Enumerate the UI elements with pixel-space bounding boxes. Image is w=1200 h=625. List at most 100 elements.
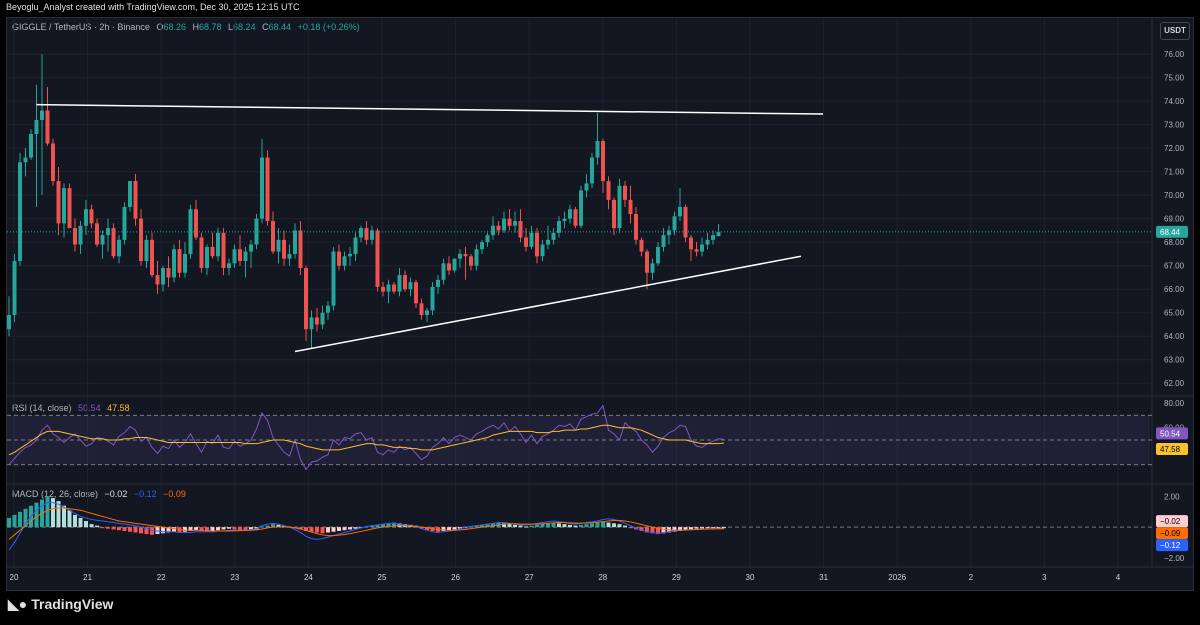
candle-body bbox=[293, 230, 297, 254]
candle-body bbox=[331, 251, 336, 306]
candle-body bbox=[161, 268, 165, 285]
macd-histogram-bar bbox=[238, 527, 242, 531]
trend-line bbox=[294, 255, 802, 353]
candle-body bbox=[150, 239, 154, 276]
macd-histogram-bar bbox=[23, 508, 28, 528]
close-value: 68.44 bbox=[268, 22, 292, 32]
x-tick-label: 26 bbox=[451, 573, 460, 582]
candle-body bbox=[496, 225, 501, 231]
macd-histogram-bar bbox=[271, 524, 275, 528]
macd-histogram-bar bbox=[502, 523, 506, 528]
candle-body bbox=[661, 235, 666, 247]
macd-histogram-bar bbox=[661, 527, 666, 534]
candle-body bbox=[408, 282, 413, 290]
candle-body bbox=[45, 110, 50, 144]
candle-body bbox=[216, 232, 220, 257]
currency-button[interactable]: USDT bbox=[1160, 22, 1190, 40]
rsi-y-tick-label: 80.00 bbox=[1164, 399, 1185, 408]
macd-histogram-bar bbox=[513, 524, 517, 528]
candle-body bbox=[584, 183, 589, 191]
candle-body bbox=[628, 199, 633, 214]
candle-body bbox=[315, 317, 319, 325]
macd-histogram-bar bbox=[568, 524, 572, 528]
chart-area[interactable] bbox=[6, 17, 1194, 591]
candle-body bbox=[370, 230, 374, 240]
candle-body bbox=[364, 228, 369, 240]
macd-histogram-bar bbox=[337, 527, 341, 531]
macd-histogram-bar bbox=[678, 527, 682, 531]
macd-histogram-bar bbox=[331, 527, 336, 532]
rsi-value-badge bbox=[1156, 427, 1188, 440]
candle-body bbox=[183, 253, 187, 273]
candle-body bbox=[535, 232, 539, 257]
macd-line bbox=[8, 502, 724, 551]
candle-body bbox=[540, 244, 545, 257]
rsi-ma-line bbox=[8, 424, 725, 456]
candle-body bbox=[287, 253, 292, 259]
macd-histogram-bar bbox=[370, 525, 374, 528]
symbol-legend: GIGGLE / TetherUS · 2h · Binance O68.26 … bbox=[12, 22, 360, 32]
low-value: 68.24 bbox=[233, 22, 256, 32]
candle-body bbox=[106, 228, 110, 236]
macd-line-label: −0.12 bbox=[1160, 541, 1181, 550]
y-tick-label: 69.00 bbox=[1164, 215, 1185, 224]
candle-body bbox=[617, 185, 622, 229]
rsi-legend: RSI (14, close) 50.54 47.58 bbox=[12, 403, 130, 413]
candle-body bbox=[172, 249, 176, 278]
candle-body bbox=[139, 218, 143, 261]
symbol-title[interactable]: GIGGLE / TetherUS · 2h · Binance bbox=[12, 22, 150, 32]
candle-body bbox=[205, 246, 209, 269]
candle-body bbox=[282, 239, 286, 259]
macd-histogram-bar bbox=[227, 527, 231, 529]
y-tick-label: 66.00 bbox=[1164, 285, 1185, 294]
candle-body bbox=[678, 206, 682, 217]
macd-histogram-bar bbox=[172, 527, 176, 532]
macd-histogram-bar bbox=[606, 522, 611, 528]
rsi-ma-label: 47.58 bbox=[1160, 445, 1181, 454]
macd-histogram-bar bbox=[590, 523, 594, 528]
x-tick-label: 2026 bbox=[888, 573, 906, 582]
macd-histogram-bar bbox=[650, 527, 655, 534]
macd-histogram-bar bbox=[716, 527, 721, 529]
macd-histogram-bar bbox=[518, 525, 523, 528]
candle-body bbox=[265, 157, 270, 222]
candle-body bbox=[397, 275, 402, 292]
macd-histogram-bar bbox=[111, 527, 116, 530]
x-tick-label: 4 bbox=[1116, 573, 1121, 582]
candle-body bbox=[546, 239, 550, 245]
macd-histogram-bar bbox=[474, 525, 479, 528]
candle-body bbox=[573, 209, 578, 226]
macd-histogram-bar bbox=[78, 517, 83, 528]
macd-histogram-bar bbox=[265, 525, 270, 528]
candle-body bbox=[425, 310, 429, 316]
macd-histogram-bar bbox=[601, 521, 605, 528]
macd-histogram-bar bbox=[485, 524, 490, 528]
y-tick-label: 63.00 bbox=[1164, 356, 1185, 365]
tradingview-logo[interactable]: ◣● TradingView bbox=[8, 596, 113, 613]
rsi-title[interactable]: RSI (14, close) bbox=[12, 403, 72, 413]
candle-body bbox=[447, 263, 451, 271]
candle-body bbox=[700, 244, 704, 252]
macd-line-value: −0.12 bbox=[133, 489, 157, 499]
x-tick-label: 25 bbox=[378, 573, 387, 582]
candle-body bbox=[430, 286, 435, 311]
macd-histogram-bar bbox=[326, 527, 330, 533]
macd-histogram-bar bbox=[419, 527, 424, 529]
macd-hist-value: −0.02 bbox=[104, 489, 128, 499]
macd-line-badge bbox=[1156, 539, 1188, 552]
candle-body bbox=[634, 213, 638, 240]
trend-line bbox=[36, 103, 824, 115]
candle-body bbox=[62, 188, 66, 224]
candle-body bbox=[645, 251, 649, 273]
candle-body bbox=[529, 232, 534, 247]
candle-body bbox=[34, 119, 39, 135]
candle-body bbox=[128, 181, 132, 207]
candle-body bbox=[271, 221, 275, 252]
macd-histogram-bar bbox=[645, 527, 649, 533]
y-tick-label: 73.00 bbox=[1164, 121, 1185, 130]
candle-body bbox=[392, 284, 396, 292]
macd-title[interactable]: MACD (12, 26, close) bbox=[12, 489, 99, 499]
macd-y-tick-label: 2.00 bbox=[1164, 492, 1180, 501]
candle-body bbox=[441, 263, 446, 280]
